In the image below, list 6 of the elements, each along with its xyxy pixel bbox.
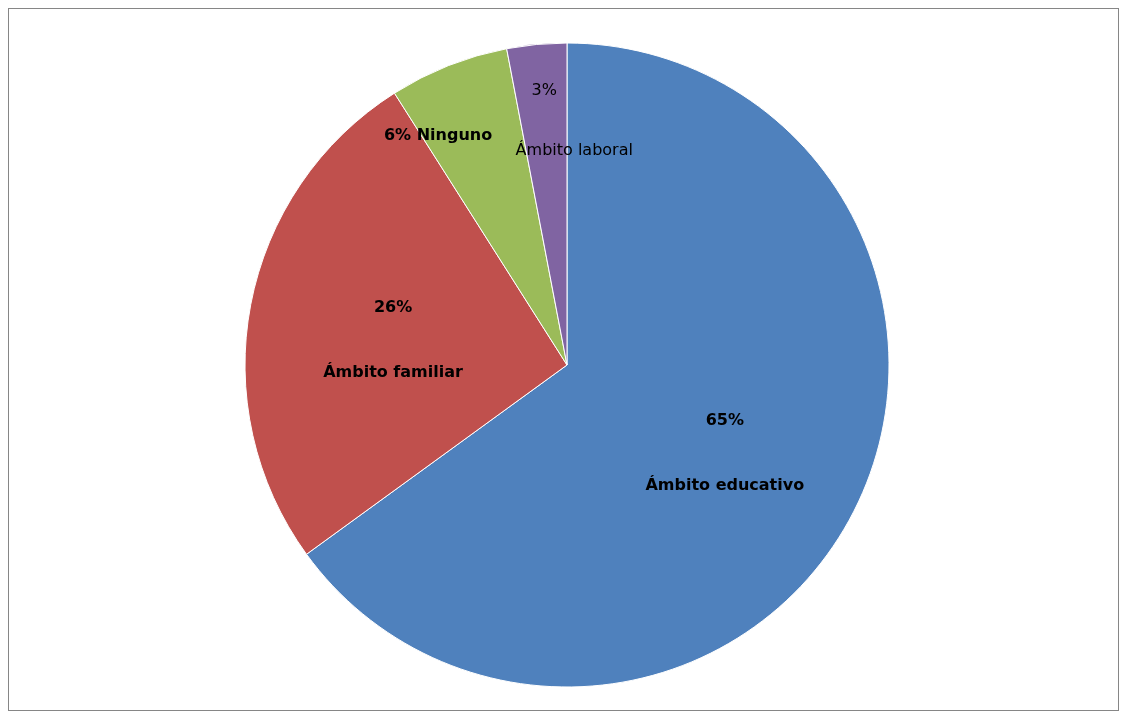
slice-label: Ámbito familiar — [323, 361, 464, 381]
data-label: 3% — [531, 79, 557, 99]
data-label: 26% — [373, 296, 413, 316]
data-label: 65% — [705, 410, 744, 430]
data-label: 6% — [383, 125, 412, 145]
slice-label: Ámbito educativo — [645, 475, 805, 495]
